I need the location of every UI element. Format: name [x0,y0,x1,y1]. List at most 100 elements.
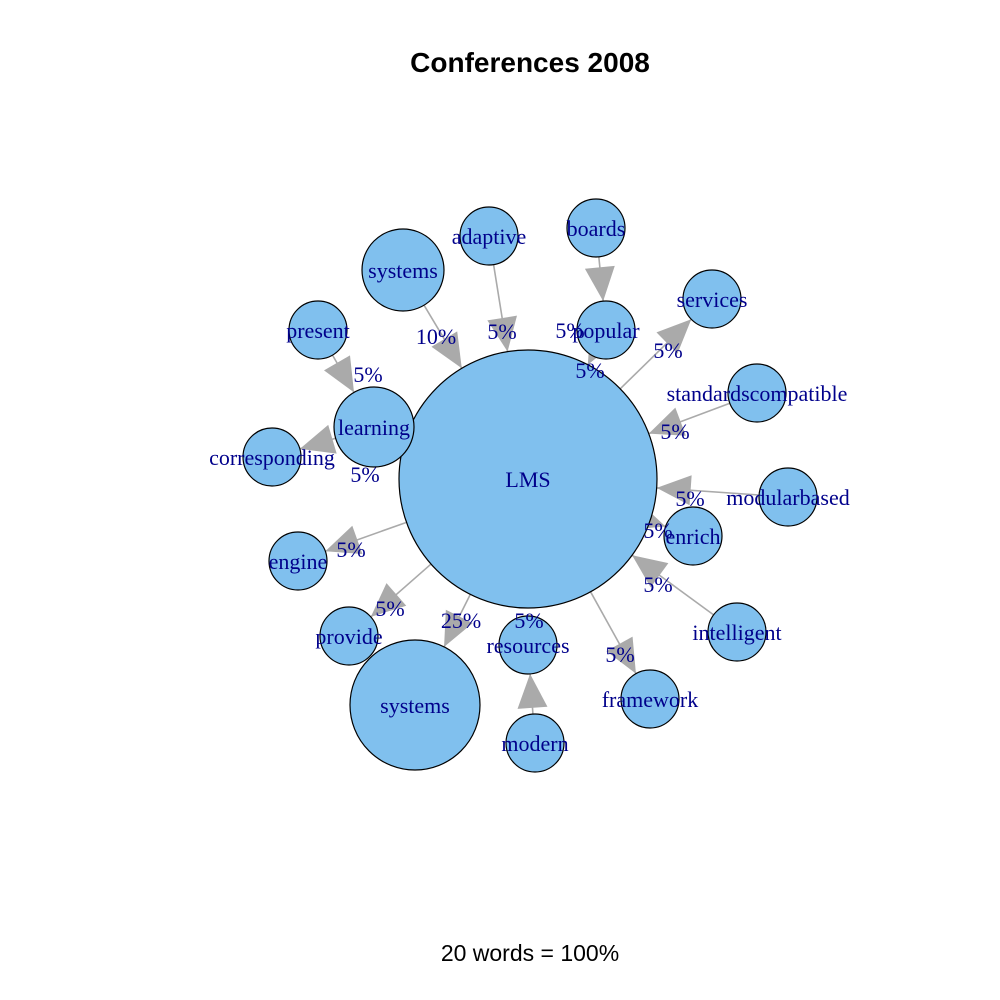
node-lms: LMS [398,349,658,609]
node-corresponding: corresponding [209,427,335,487]
node-enrich: enrich [663,506,723,566]
node-label: popular [572,318,640,343]
nodes-layer: LMS boards adaptive systems present learningc… [209,198,850,773]
node-circle [707,602,767,662]
node-adaptive: adaptive [452,206,527,266]
node-present: present [286,300,350,360]
edge-learning-to-corresponding [299,424,337,454]
node-intelligent: intelligent [692,602,782,662]
edge-label: 5% [375,596,404,621]
node-circle [620,669,680,729]
node-resources: resources [486,615,570,675]
node-label: engine [269,549,328,574]
node-label: modularbased [726,485,849,510]
edge-systems-top-to-lms [423,304,463,369]
edge-label: 5% [555,318,584,343]
edge-labels-layer: 5%5%10%5%5%5%5% 25% 5%5%5%5%5%5%5%5% [336,318,704,667]
edge-label: 5% [643,572,672,597]
node-label: modern [501,731,568,756]
edge-label: 10% [416,324,456,349]
node-label: intelligent [692,620,781,645]
edge-label: 5% [350,462,379,487]
node-modularbased: modularbased [726,467,850,527]
edge-arrowhead [517,673,548,709]
edge-modern-to-resources [517,673,548,715]
edge-label: 5% [514,608,543,633]
edge-label: 5% [353,362,382,387]
edge-label: 5% [487,319,516,344]
node-label: services [677,287,748,312]
edge-arrowhead [648,407,686,436]
node-circle [663,506,723,566]
node-label: systems [368,258,438,283]
node-label: systems [380,693,450,718]
edge-modularbased-to-lms [656,475,760,506]
node-modern: modern [501,713,569,773]
node-label: present [286,318,350,343]
node-circle [333,386,415,468]
edge-label: 5% [653,338,682,363]
node-systems-bottom: systems [349,639,481,771]
node-label: adaptive [452,224,527,249]
edge-intelligent-to-lms [631,554,715,616]
edge-lms-to-services [619,318,692,390]
node-label: LMS [505,467,550,492]
node-circle [566,198,626,258]
node-circle [682,269,742,329]
node-services: services [677,269,748,329]
edge-label: 5% [643,518,672,543]
edge-arrowhead [656,475,692,506]
edge-label: 25% [441,608,481,633]
diagram-footer: 20 words = 100% [441,940,619,966]
node-circle [242,427,302,487]
edge-lms-to-framework [589,591,637,675]
node-circle [288,300,348,360]
node-circle [576,300,636,360]
node-framework: framework [602,669,699,729]
edge-arrowhead [606,636,636,674]
edge-arrowhead [370,583,407,617]
edge-arrowhead [487,315,517,352]
edge-adaptive-to-lms [487,264,517,352]
edge-lms-to-provide [370,563,432,618]
node-label: framework [602,687,699,712]
node-popular: popular [572,300,640,360]
edge-arrowhead [444,609,473,647]
node-label: boards [567,216,626,241]
node-provide: provide [315,606,383,666]
edge-arrowhead [325,525,363,554]
node-label: resources [486,633,569,658]
node-systems-top: systems [361,228,445,312]
node-label: provide [315,624,382,649]
node-label: learning [338,415,410,440]
edge-label: 5% [605,642,634,667]
node-boards: boards [566,198,626,258]
node-circle [459,206,519,266]
edge-lms-to-engine [325,521,407,554]
edge-boards-to-popular [584,256,615,302]
edge-arrowhead [584,265,615,302]
node-label: standardscompatible [667,381,848,406]
node-circle [498,615,558,675]
edge-arrowhead [632,555,669,588]
node-circle [727,363,787,423]
node-circle [758,467,818,527]
node-engine: engine [268,531,328,591]
node-circle [361,228,445,312]
edge-arrowhead [299,424,337,454]
edge-label: 5% [660,419,689,444]
edge-arrowhead [656,319,692,354]
node-circle [268,531,328,591]
edge-arrowhead [324,355,355,393]
node-circle [398,349,658,609]
edge-label: 5% [575,358,604,383]
node-label: enrich [666,524,721,549]
edge-present-to-learning [324,354,355,393]
node-circle [349,639,481,771]
node-standardscompatible: standardscompatible [667,363,848,423]
node-label: corresponding [209,445,335,470]
node-circle [319,606,379,666]
edge-arrowhead [431,331,462,369]
edge-label: 5% [336,537,365,562]
